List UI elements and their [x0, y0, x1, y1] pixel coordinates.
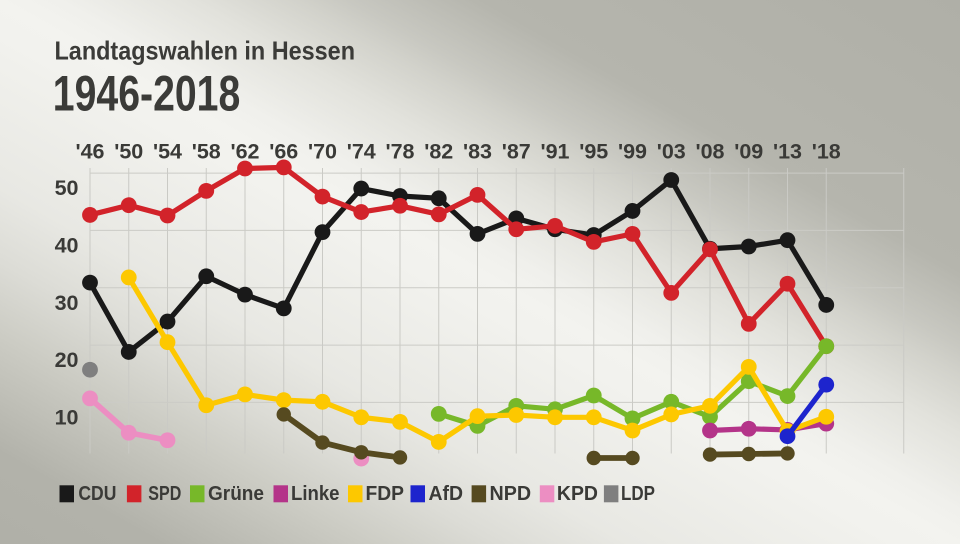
svg-text:LDP: LDP: [621, 483, 655, 505]
svg-text:10: 10: [55, 405, 79, 429]
svg-text:Grüne: Grüne: [208, 483, 264, 505]
svg-text:'70: '70: [308, 139, 337, 163]
svg-text:Linke: Linke: [291, 483, 340, 505]
svg-text:FDP: FDP: [366, 483, 405, 505]
svg-text:'46: '46: [75, 139, 104, 163]
svg-text:'99: '99: [618, 139, 647, 163]
svg-text:50: 50: [55, 176, 79, 200]
svg-text:1946-2018: 1946-2018: [53, 66, 241, 122]
svg-text:'83: '83: [463, 139, 492, 163]
svg-text:'82: '82: [424, 139, 453, 163]
svg-text:'74: '74: [347, 139, 376, 163]
svg-text:'66: '66: [269, 139, 298, 163]
svg-text:'58: '58: [192, 139, 221, 163]
svg-text:NPD: NPD: [490, 483, 532, 505]
svg-text:'03: '03: [657, 139, 686, 163]
svg-text:'62: '62: [230, 139, 259, 163]
svg-text:'09: '09: [734, 139, 763, 163]
svg-text:'18: '18: [812, 139, 841, 163]
svg-text:'54: '54: [153, 139, 182, 163]
svg-text:40: 40: [55, 233, 79, 257]
svg-text:Landtagswahlen in Hessen: Landtagswahlen in Hessen: [55, 36, 356, 66]
svg-text:KPD: KPD: [557, 483, 598, 505]
svg-text:AfD: AfD: [429, 483, 464, 505]
svg-text:'50: '50: [114, 139, 143, 163]
svg-text:SPD: SPD: [148, 483, 181, 505]
svg-text:'91: '91: [540, 139, 569, 163]
svg-text:CDU: CDU: [78, 483, 116, 505]
svg-text:'87: '87: [502, 139, 531, 163]
svg-text:'08: '08: [695, 139, 724, 163]
svg-text:'95: '95: [579, 139, 608, 163]
svg-text:20: 20: [55, 348, 79, 372]
svg-text:'13: '13: [773, 139, 802, 163]
svg-text:'78: '78: [385, 139, 414, 163]
svg-text:30: 30: [55, 291, 79, 315]
